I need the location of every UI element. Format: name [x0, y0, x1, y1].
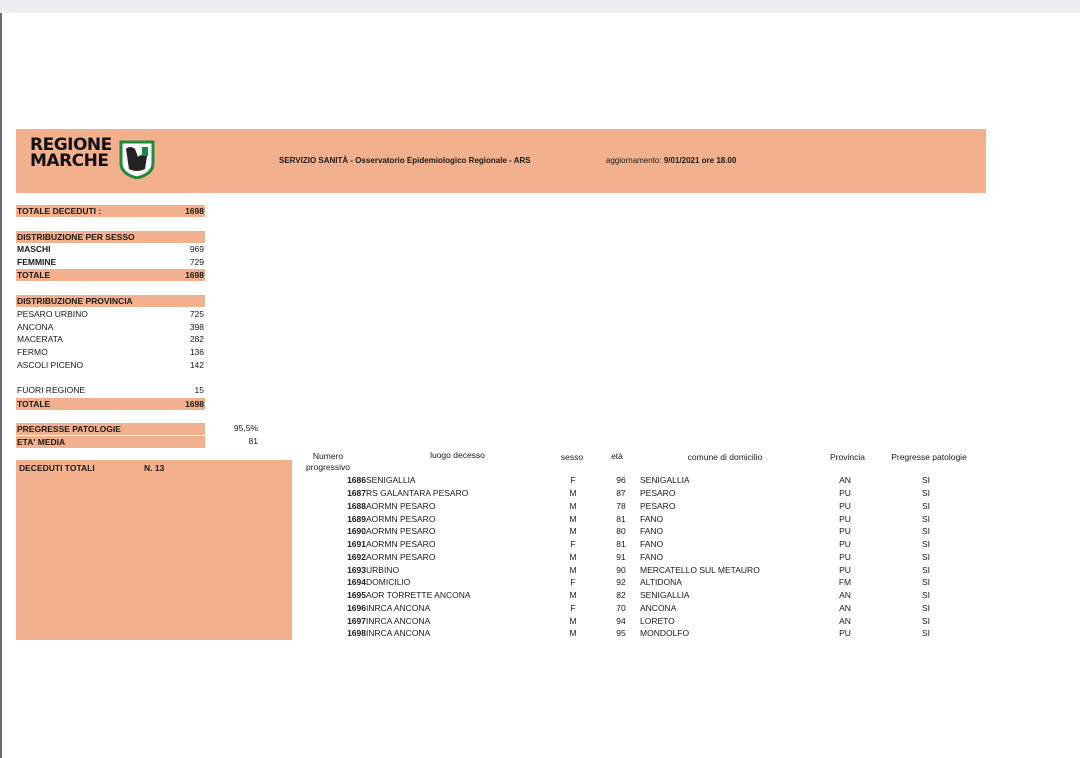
provincia-totale-row: TOTALE 1698	[17, 399, 204, 409]
provincia-item: FERMO 136	[17, 347, 204, 357]
regional-emblem-icon	[119, 140, 155, 179]
provincia-totale-band	[16, 398, 205, 410]
col-header-comune: comune di domicilio	[687, 452, 763, 462]
table-row: 1693 URBINO M 90 MERCATELLO SUL METAURO PU SI	[347, 565, 931, 575]
table-row: 1697 INRCA ANCONA M 94 LORETO AN SI	[347, 616, 931, 626]
table-row: 1686 SENIGALLIA F 96 SENIGALLIA AN SI	[347, 475, 931, 485]
table-row: 1694 DOMICILIO F 92 ALTIDONA FM SI	[347, 577, 931, 587]
pregresse-band	[16, 423, 205, 435]
page-edge	[0, 13, 2, 758]
col-header-luogo: luogo decesso	[430, 450, 485, 460]
deceduti-totali-count: N. 13	[144, 463, 165, 473]
table-row: 1690 AORMN PESARO M 80 FANO PU SI	[347, 526, 931, 536]
eta-media-band	[16, 436, 205, 448]
pregresse-value: 95,5%	[233, 423, 258, 433]
table-row: 1692 AORMN PESARO M 91 FANO PU SI	[347, 552, 931, 562]
viewer-top-bar	[0, 0, 1080, 13]
table-row: 1687 RS GALANTARA PESARO M 87 PESARO PU SI	[347, 488, 931, 498]
service-title: SERVIZIO SANITÀ - Osservatorio Epidemiol…	[279, 156, 531, 165]
femmine-row: FEMMINE 729	[17, 257, 204, 267]
update-timestamp: aggiornamento: 9/01/2021 ore 18.00	[606, 156, 737, 165]
sesso-title-band	[16, 231, 205, 243]
logo-text: REGIONE MARCHE	[30, 135, 112, 171]
fuori-regione-row: FUORI REGIONE 15	[17, 385, 204, 395]
col-header-provincia: Provincia	[830, 452, 865, 462]
totale-band	[16, 205, 205, 217]
provincia-item: ASCOLI PICENO 142	[17, 360, 204, 370]
table-row: 1695 AOR TORRETTE ANCONA M 82 SENIGALLIA AN SI	[347, 590, 931, 600]
eta-media-value: 81	[248, 436, 258, 446]
sesso-title: DISTRIBUZIONE PER SESSO	[17, 232, 135, 242]
maschi-row: MASCHI 969	[17, 244, 204, 254]
table-row: 1696 INRCA ANCONA F 70 ANCONA AN SI	[347, 603, 931, 613]
table-row: 1691 AORMN PESARO F 81 FANO PU SI	[347, 539, 931, 549]
col-header-numero: Numero progressivo	[306, 451, 350, 472]
totale-deceduti-row: TOTALE DECEDUTI : 1698	[17, 206, 204, 216]
sesso-totale-row: TOTALE 1698	[17, 270, 204, 280]
regione-marche-logo: REGIONE MARCHE	[30, 137, 160, 181]
col-header-pregresse: Pregresse patologie	[891, 452, 967, 462]
col-header-sesso: sesso	[560, 452, 584, 462]
col-header-eta: età	[611, 451, 623, 461]
report-header: REGIONE MARCHE SERVIZIO SANITÀ - Osserva…	[16, 129, 986, 193]
table-row: 1698 INRCA ANCONA M 95 MONDOLFO PU SI	[347, 628, 931, 638]
deceduti-totali-label: DECEDUTI TOTALI	[19, 463, 95, 473]
sesso-totale-band	[16, 269, 205, 281]
provincia-title: DISTRIBUZIONE PROVINCIA	[17, 296, 133, 306]
table-row: 1689 AORMN PESARO M 81 FANO PU SI	[347, 514, 931, 524]
eta-media-label: ETA' MEDIA	[17, 437, 66, 447]
table-row: 1688 AORMN PESARO M 78 PESARO PU SI	[347, 501, 931, 511]
pregresse-label: PREGRESSE PATOLOGIE	[17, 424, 121, 434]
provincia-item: ANCONA 398	[17, 322, 204, 332]
provincia-item: PESARO URBINO 725	[17, 309, 204, 319]
provincia-title-band	[16, 295, 205, 307]
provincia-item: MACERATA 282	[17, 334, 204, 344]
deceduti-totali-box: DECEDUTI TOTALI N. 13	[16, 460, 292, 640]
